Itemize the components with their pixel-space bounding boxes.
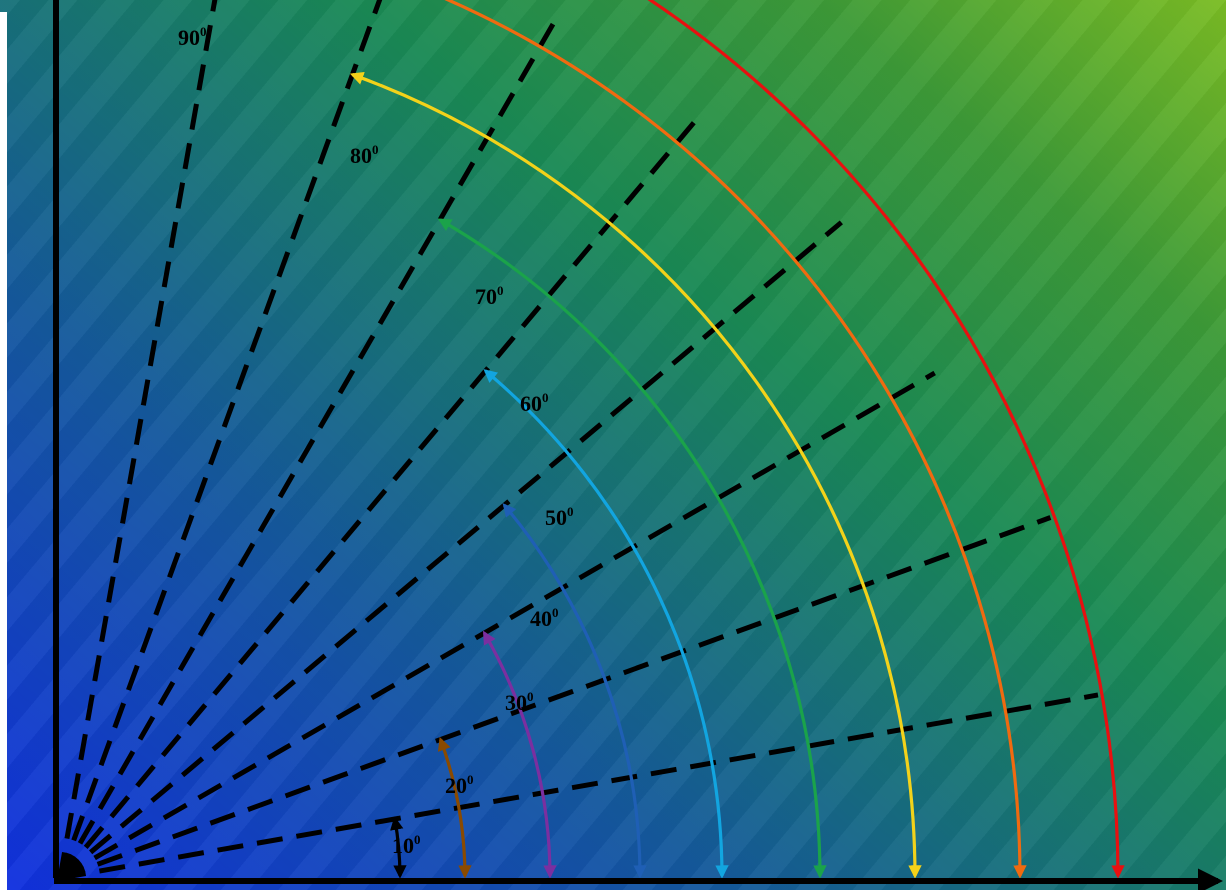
dashed-rays <box>57 0 1099 881</box>
angle-arcs <box>57 0 1125 879</box>
ray-20 <box>59 515 1052 881</box>
angle-label-90: 900 <box>178 24 207 50</box>
angle-labels: 100 200 300 400 500 600 700 800 900 <box>178 24 574 858</box>
arc-90 <box>57 0 1125 879</box>
angle-label-10: 100 <box>392 832 421 858</box>
arc-30 <box>482 630 557 879</box>
ray-80 <box>57 0 218 879</box>
ray-70 <box>57 0 383 879</box>
origin-marker <box>54 878 72 881</box>
axes <box>53 0 1224 890</box>
angle-label-30: 300 <box>505 689 534 715</box>
angle-label-20: 200 <box>445 772 474 798</box>
angle-label-80: 800 <box>350 142 379 168</box>
angle-label-40: 400 <box>530 605 559 631</box>
left-edge-strip <box>0 12 7 890</box>
ray-60 <box>57 22 556 880</box>
angle-label-70: 700 <box>475 283 504 309</box>
angle-label-50: 500 <box>545 504 574 530</box>
angle-label-60: 600 <box>520 390 549 416</box>
